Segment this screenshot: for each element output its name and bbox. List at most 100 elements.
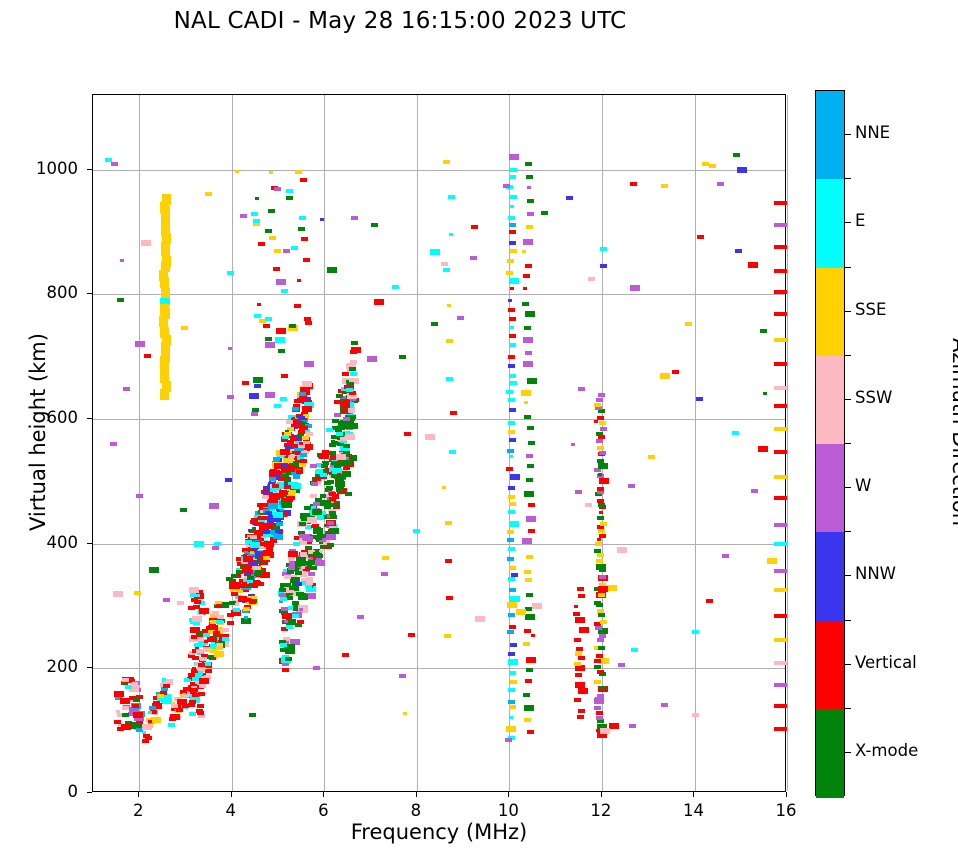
data-mark (521, 301, 529, 306)
data-mark (523, 628, 531, 633)
colorbar-segment-e[interactable] (816, 179, 844, 269)
data-mark (281, 289, 289, 293)
data-mark (128, 696, 136, 701)
data-mark (157, 693, 164, 698)
data-mark (136, 724, 144, 729)
data-mark (523, 415, 531, 420)
data-mark (191, 648, 199, 653)
data-mark (263, 505, 271, 509)
data-mark (702, 162, 709, 167)
data-mark (276, 279, 287, 286)
data-mark (598, 472, 603, 476)
data-mark (322, 461, 330, 465)
colorbar-segment-vertical[interactable] (816, 620, 844, 710)
data-mark (248, 552, 256, 557)
colorbar-segment-nnw[interactable] (816, 532, 844, 622)
colorbar-segment-sse[interactable] (816, 267, 844, 357)
data-mark (198, 631, 206, 636)
data-mark (246, 568, 254, 573)
data-mark (244, 566, 252, 571)
data-mark (599, 427, 607, 432)
data-mark (176, 600, 184, 605)
y-tick (87, 168, 92, 170)
data-mark (774, 523, 787, 528)
data-mark (236, 562, 244, 566)
y-tick-label: 600 (46, 408, 79, 428)
data-mark (214, 601, 222, 605)
data-mark (708, 163, 716, 168)
colorbar-segment-ssw[interactable] (816, 355, 844, 445)
data-mark (340, 468, 348, 473)
data-mark (301, 577, 309, 582)
data-mark (321, 450, 329, 454)
data-mark (208, 629, 216, 634)
data-mark (509, 670, 517, 675)
data-mark (306, 517, 317, 523)
data-mark (119, 258, 124, 262)
data-mark (269, 477, 277, 482)
data-mark (345, 492, 353, 497)
data-mark (159, 201, 169, 213)
gridline-vertical (324, 95, 326, 791)
colorbar-label-ssw: SSW (855, 387, 893, 407)
data-mark (441, 262, 449, 267)
data-mark (289, 548, 297, 553)
data-mark (289, 450, 297, 455)
data-mark (282, 248, 290, 253)
data-mark (598, 657, 609, 664)
data-mark (774, 450, 787, 455)
data-mark (342, 408, 350, 413)
data-layer (93, 95, 787, 791)
data-mark (217, 614, 225, 619)
data-mark (595, 716, 603, 721)
data-mark (274, 336, 285, 343)
data-mark (161, 335, 171, 347)
data-mark (204, 640, 208, 644)
data-mark (301, 580, 309, 585)
x-tick (138, 792, 140, 797)
data-mark (300, 177, 308, 182)
data-mark (281, 463, 288, 468)
data-mark (525, 477, 533, 482)
data-mark (577, 587, 585, 592)
data-mark (148, 566, 159, 573)
data-mark (301, 399, 309, 404)
data-mark (596, 609, 604, 614)
data-mark (774, 269, 787, 274)
data-mark (446, 596, 454, 601)
data-mark (508, 277, 519, 284)
data-mark (267, 523, 278, 530)
data-mark (382, 556, 390, 561)
data-mark (288, 325, 299, 332)
data-mark (404, 431, 412, 436)
data-mark (244, 564, 252, 569)
data-mark (507, 510, 515, 515)
data-mark (596, 603, 604, 608)
data-mark (257, 521, 265, 526)
data-mark (249, 713, 257, 718)
data-mark (299, 453, 307, 458)
colorbar-segment-w[interactable] (816, 444, 844, 533)
data-mark (259, 572, 270, 579)
data-mark (330, 501, 335, 505)
colorbar[interactable] (815, 90, 845, 798)
data-mark (253, 522, 261, 527)
data-mark (593, 402, 601, 407)
data-mark (240, 565, 248, 570)
data-mark (508, 495, 515, 500)
data-mark (648, 454, 655, 459)
data-mark (598, 450, 606, 455)
colorbar-segment-nne[interactable] (816, 91, 844, 180)
data-mark (593, 621, 601, 626)
colorbar-segment-x-mode[interactable] (816, 708, 844, 798)
data-mark (265, 391, 276, 398)
data-mark (216, 603, 224, 608)
data-mark (594, 405, 602, 410)
data-mark (281, 437, 289, 442)
data-mark (503, 183, 511, 188)
data-mark (160, 371, 170, 383)
y-tick-label: 1000 (36, 158, 78, 178)
data-mark (294, 399, 302, 404)
data-mark (774, 245, 787, 250)
data-mark (190, 590, 201, 597)
